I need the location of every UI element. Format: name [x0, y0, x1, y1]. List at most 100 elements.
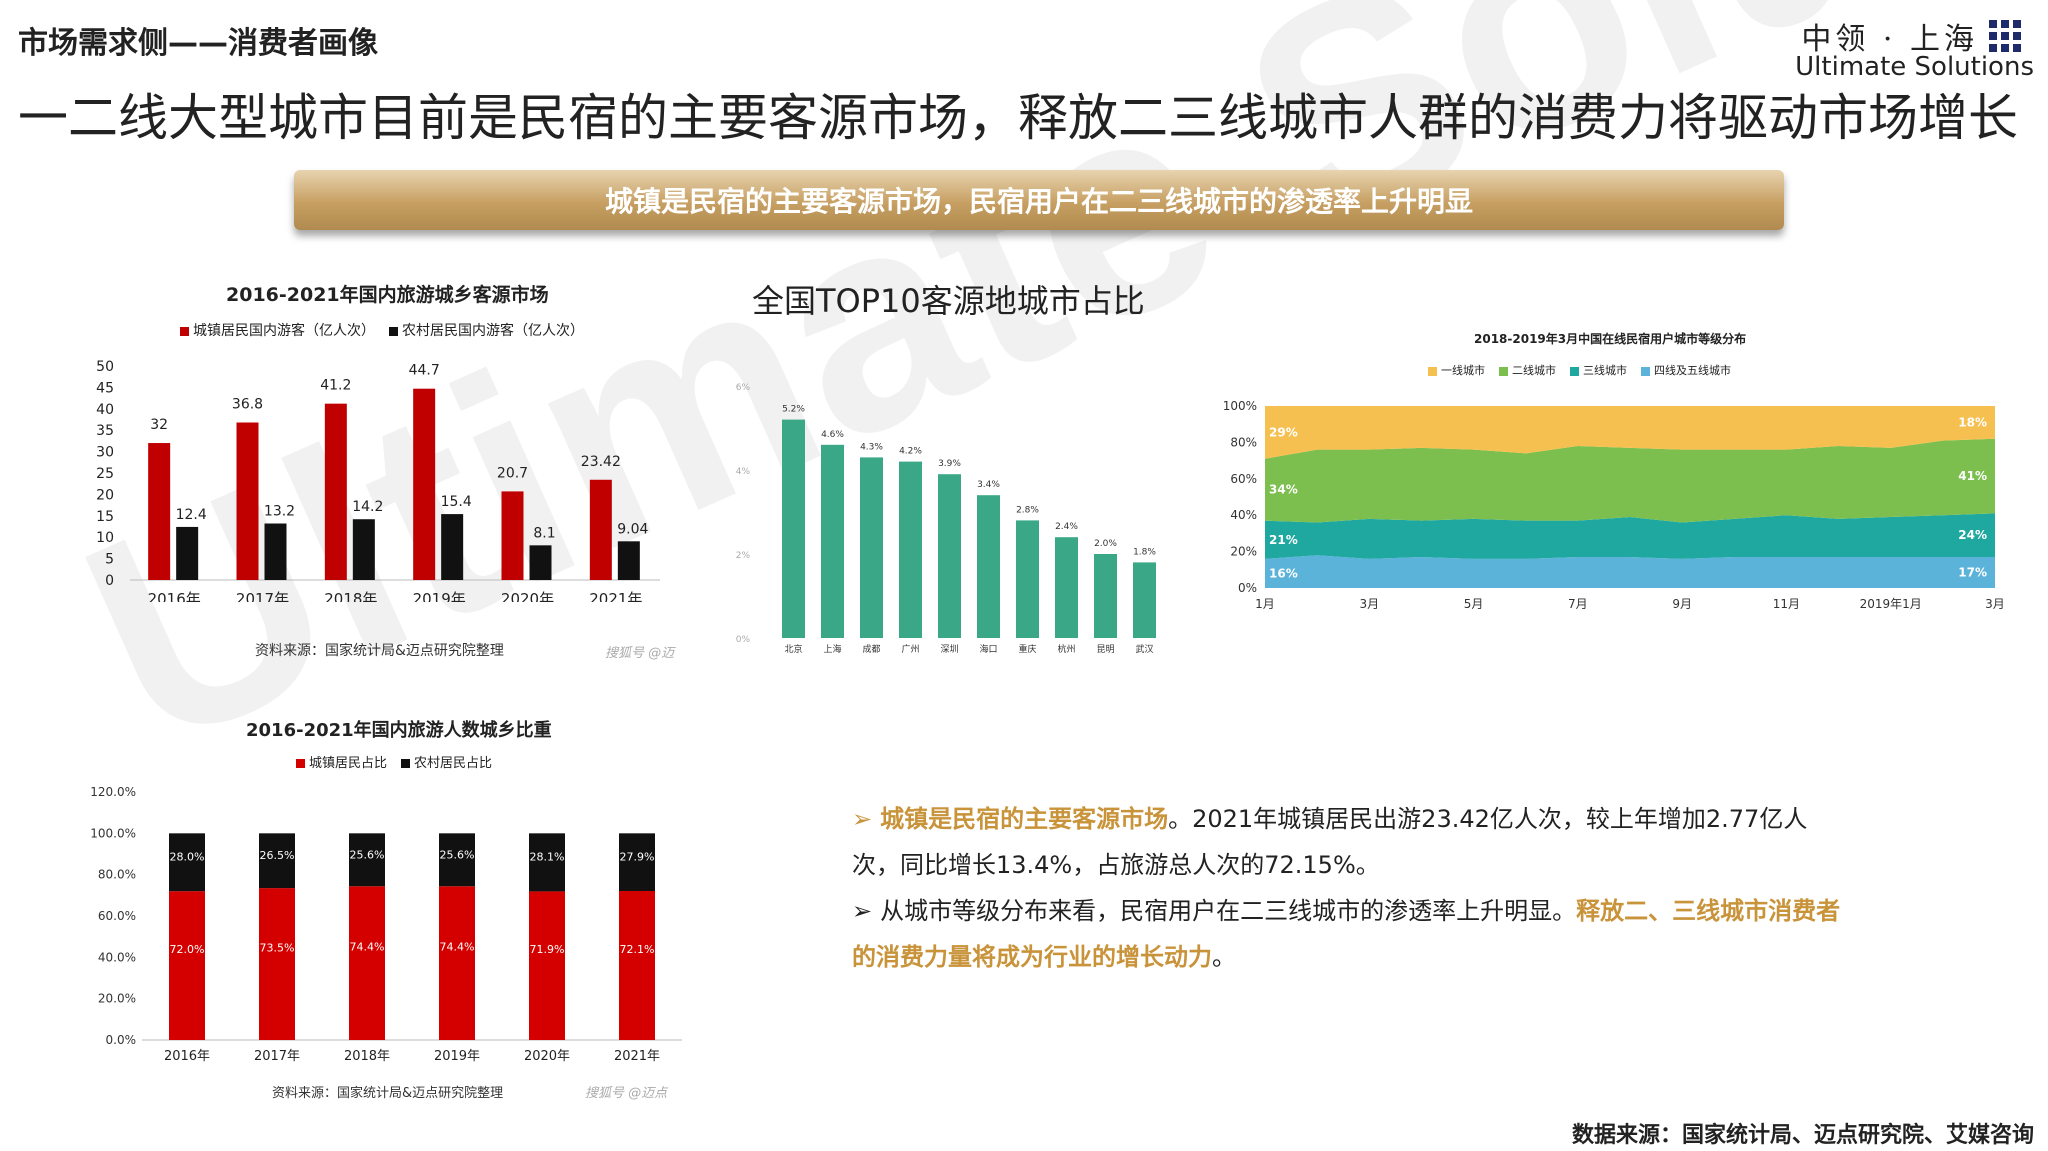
- chart-plot: 0% 20% 40% 60% 80% 100% 16% 17% 21% 24% 34% 41% 29% 1…: [1223, 399, 2005, 611]
- area-series: [1265, 513, 1995, 559]
- legend-item-urban: 城镇居民国内游客（亿人次）: [180, 320, 375, 340]
- x-tick-label: 2019年: [413, 590, 466, 602]
- bar-rural: [619, 833, 655, 891]
- data-label: 16%: [1269, 566, 1298, 580]
- bar: [1055, 537, 1078, 638]
- chart-source: 资料来源：国家统计局&迈点研究院整理: [272, 1086, 504, 1101]
- legend-label: 三线城市: [1583, 364, 1627, 377]
- bar-urban: [501, 491, 524, 580]
- data-label: 36.8: [232, 396, 263, 412]
- data-label: 8.1: [533, 525, 555, 541]
- bar-rural: [441, 514, 464, 580]
- y-tick-label: 20.0%: [98, 992, 136, 1006]
- legend-item-rural: 农村居民国内游客（亿人次）: [389, 320, 584, 340]
- chart-title: 2016-2021年国内旅游城乡客源市场: [226, 284, 549, 306]
- bar-urban: [413, 388, 436, 580]
- bar-urban: [236, 422, 259, 580]
- legend-swatch: [1428, 366, 1437, 376]
- y-tick-label: 0: [105, 573, 114, 589]
- x-tick-label: 昆明: [1096, 644, 1114, 655]
- bar-rural: [352, 519, 375, 580]
- key-message-banner: 城镇是民宿的主要客源市场，民宿用户在二三线城市的渗透率上升明显: [294, 170, 1784, 230]
- x-tick-label: 2020年: [501, 590, 554, 602]
- data-label: 41.2: [320, 378, 351, 394]
- y-tick-label: 0%: [736, 635, 751, 645]
- y-tick-label: 0%: [1238, 581, 1257, 595]
- chart-title: 2018-2019年3月中国在线民宿用户城市等级分布: [1474, 332, 1747, 346]
- chart-watermark: 搜狐号 @迈: [605, 646, 675, 661]
- data-label: 28.0%: [170, 850, 205, 863]
- bar: [1094, 554, 1117, 638]
- data-label: 34%: [1269, 483, 1298, 497]
- x-tick-label: 上海: [823, 643, 841, 655]
- y-tick-label: 6%: [736, 383, 751, 393]
- bar-rural: [169, 833, 205, 892]
- y-tick-label: 120.0%: [90, 785, 136, 799]
- bar-urban: [619, 890, 655, 1040]
- data-label: 4.6%: [821, 430, 844, 440]
- data-label: 5.2%: [782, 405, 805, 415]
- x-tick-label: 5月: [1464, 597, 1484, 611]
- x-tick-label: 2021年: [614, 1049, 660, 1064]
- x-tick-label: 北京: [784, 643, 802, 655]
- bar-rural: [439, 833, 475, 887]
- legend-item: 三线城市: [1570, 362, 1627, 378]
- bar: [1016, 520, 1039, 638]
- legend-label: 四线及五线城市: [1654, 364, 1731, 377]
- x-tick-label: 杭州: [1057, 643, 1075, 655]
- logo-text-cn: 中领 · 上海: [1801, 22, 1978, 57]
- data-label: 13.2: [264, 504, 295, 520]
- y-tick-label: 50: [96, 359, 114, 375]
- x-tick-label: 2016年: [164, 1049, 210, 1064]
- y-tick-label: 40%: [1230, 508, 1257, 522]
- chart-urban-rural-share: 2016-2021年国内旅游人数城乡比重 城镇居民占比 农村居民占比 0.0% 2…: [80, 700, 700, 1110]
- data-label: 3.4%: [977, 480, 1000, 490]
- bar-rural: [529, 545, 552, 580]
- x-tick-label: 2018年: [344, 1049, 390, 1064]
- legend-item-urban: 城镇居民占比: [296, 752, 387, 771]
- x-tick-label: 广州: [901, 643, 919, 655]
- y-tick-label: 100%: [1223, 399, 1257, 413]
- data-label: 27.9%: [620, 850, 655, 863]
- legend-item: 四线及五线城市: [1641, 362, 1731, 378]
- x-tick-label: 深圳: [940, 644, 958, 655]
- data-label: 12.4: [176, 507, 207, 523]
- chart-title: 2016-2021年国内旅游人数城乡比重: [246, 720, 552, 741]
- data-label: 3.9%: [938, 459, 961, 469]
- area-series: [1265, 555, 1995, 588]
- chart-city-tier-distribution: 2018-2019年3月中国在线民宿用户城市等级分布 一线城市 二线城市 三线城市 四…: [1210, 322, 2010, 622]
- x-tick-label: 11月: [1773, 597, 1800, 611]
- data-label: 73.5%: [260, 942, 295, 955]
- page-title: 一二线大型城市目前是民宿的主要客源市场，释放二三线城市人群的消费力将驱动市场增长: [18, 89, 2018, 147]
- logo-grid-icon: [1989, 20, 2021, 52]
- chart-legend: 一线城市 二线城市 三线城市 四线及五线城市: [1428, 362, 1731, 378]
- y-tick-label: 15: [96, 509, 114, 525]
- legend-item: 二线城市: [1499, 362, 1556, 378]
- legend-swatch: [1499, 366, 1508, 376]
- data-label: 71.9%: [530, 943, 565, 956]
- chart-plot: 0% 2% 4% 6% 5.2% 北京 4.6% 上海 4.3% 成都 4.2% 广州 3.9% 深圳 3.…: [736, 383, 1157, 655]
- chart-urban-rural-tourists: 2016-2021年国内旅游城乡客源市场 城镇居民国内游客（亿人次） 农村居民国…: [80, 262, 680, 672]
- bullet-item: ➢ 从城市等级分布来看，民宿用户在二三线城市的渗透率上升明显。释放二、三线城市消费…: [852, 897, 1841, 971]
- chart-source: 资料来源：国家统计局&迈点研究院整理: [255, 643, 504, 659]
- bar-rural: [176, 526, 199, 580]
- x-tick-label: 2020年: [524, 1049, 570, 1064]
- data-label: 25.6%: [440, 848, 475, 861]
- y-tick-label: 40.0%: [98, 950, 136, 964]
- data-label: 28.1%: [530, 851, 565, 864]
- data-label: 2.8%: [1016, 505, 1039, 515]
- data-label: 2.4%: [1055, 522, 1078, 532]
- bar: [860, 457, 883, 638]
- bullet-arrow-icon: ➢: [852, 897, 873, 925]
- y-tick-label: 80%: [1230, 435, 1257, 449]
- data-label: 18%: [1958, 415, 1987, 429]
- data-label: 25.6%: [350, 848, 385, 861]
- x-tick-label: 成都: [862, 643, 880, 655]
- x-tick-label: 2018年: [324, 590, 377, 602]
- bar: [821, 444, 844, 638]
- y-tick-label: 0.0%: [106, 1033, 137, 1047]
- bar-urban: [169, 891, 205, 1040]
- bar: [782, 419, 805, 638]
- key-findings: ➢ 城镇是民宿的主要客源市场。2021年城镇居民出游23.42亿人次，较上年增加2…: [852, 796, 1852, 980]
- data-label: 44.7: [409, 363, 440, 379]
